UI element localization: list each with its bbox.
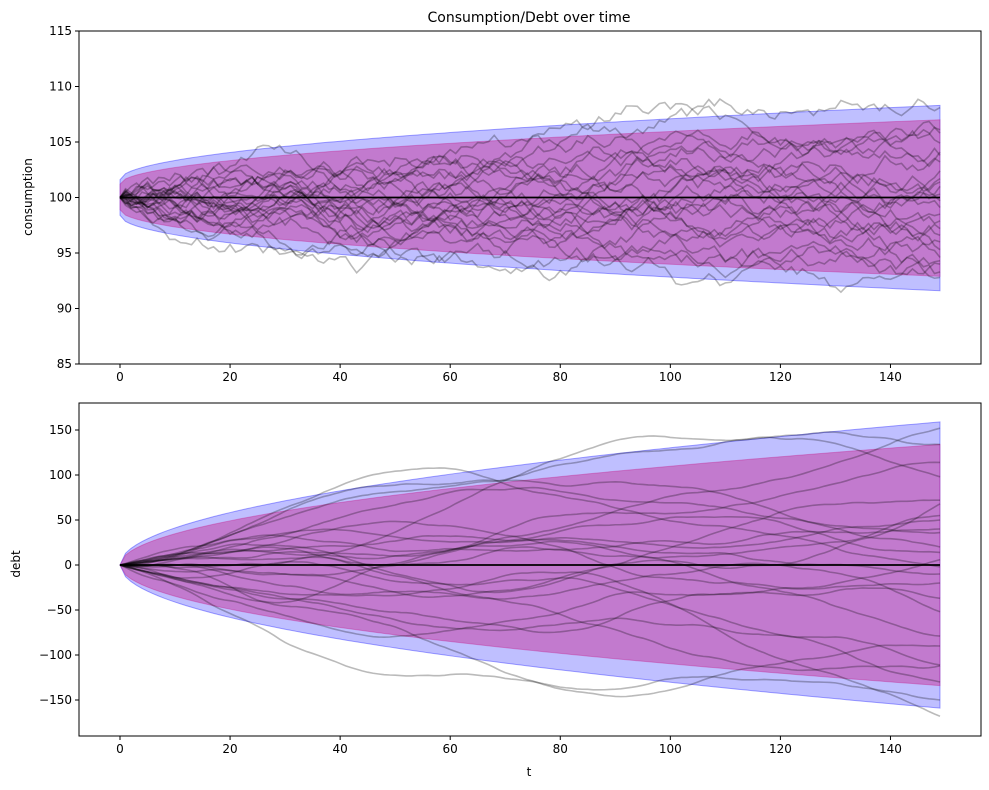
debt-sample-path: [119, 503, 941, 594]
consumption-plot-area: [119, 98, 941, 294]
consumption-y-tick-label: 110: [49, 80, 72, 94]
debt-y-tick-label: −50: [47, 603, 72, 617]
consumption-sample-path: [119, 158, 941, 238]
consumption-sample-path: [119, 127, 941, 219]
consumption-x-tick-label: 20: [222, 370, 237, 384]
consumption-sample-path: [119, 175, 941, 258]
consumption-sample-path: [119, 177, 941, 231]
debt-y-tick-label: 150: [49, 423, 72, 437]
debt-axes-frame: [78, 402, 982, 737]
debt-sample-path: [119, 528, 941, 566]
debt-sample-path: [119, 564, 941, 683]
debt-y-label: debt: [9, 550, 23, 578]
debt-sample-path: [119, 520, 941, 590]
consumption-chart: Consumption/Debt over time 0 20 40 60 80 100 1…: [21, 10, 982, 384]
debt-sample-path: [119, 564, 941, 717]
consumption-sample-path: [119, 169, 941, 249]
consumption-sample-path: [119, 98, 941, 211]
consumption-y-axis: 85 90 95 100 105 110 115: [49, 24, 79, 371]
consumption-x-tick-label: 140: [879, 370, 902, 384]
debt-sample-path: [119, 519, 941, 566]
consumption-sample-path: [119, 144, 941, 237]
debt-sample-path: [119, 467, 941, 568]
consumption-sample-path: [119, 192, 941, 239]
consumption-sample-path: [119, 150, 941, 232]
debt-sample-path: [119, 514, 941, 568]
consumption-sample-path: [119, 196, 941, 294]
debt-sample-path: [119, 564, 941, 701]
debt-sample-path: [119, 486, 941, 566]
consumption-x-tick-label: 100: [659, 370, 682, 384]
debt-x-tick-label: 40: [332, 742, 347, 756]
debt-sample-path: [119, 479, 941, 566]
consumption-axes-frame: [78, 30, 982, 365]
consumption-sample-path: [119, 101, 941, 223]
debt-x-tick-label: 80: [553, 742, 568, 756]
debt-sample-path: [119, 560, 941, 666]
consumption-x-tick-label: 120: [769, 370, 792, 384]
debt-y-tick-label: 50: [57, 513, 72, 527]
debt-chart: 0 20 40 60 80 100 120 140 −150−100−50050100150 …: [9, 402, 982, 779]
debt-sample-path: [119, 427, 941, 576]
debt-y-tick-label: −100: [39, 648, 72, 662]
debt-x-tick-label: 60: [443, 742, 458, 756]
consumption-y-tick-label: 90: [57, 302, 72, 316]
consumption-x-tick-label: 80: [553, 370, 568, 384]
debt-sample-path: [119, 540, 941, 637]
debt-sample-path: [119, 499, 941, 598]
consumption-x-tick-label: 40: [332, 370, 347, 384]
debt-x-tick-label: 20: [222, 742, 237, 756]
consumption-sample-path: [119, 119, 941, 202]
consumption-sample-path: [119, 164, 941, 248]
debt-sample-path: [119, 562, 941, 613]
debt-sample-path: [119, 564, 941, 638]
consumption-sample-path: [119, 120, 941, 215]
debt-x-label: t: [527, 765, 532, 779]
consumption-y-tick-label: 85: [57, 357, 72, 371]
debt-sample-path: [119, 546, 941, 672]
debt-plot-area: [119, 421, 941, 717]
debt-x-tick-label: 120: [769, 742, 792, 756]
consumption-sample-path: [119, 155, 941, 205]
consumption-x-tick-label: 0: [116, 370, 124, 384]
debt-sample-path: [119, 431, 941, 569]
debt-sample-path: [119, 461, 941, 566]
consumption-y-tick-label: 105: [49, 135, 72, 149]
debt-sample-path: [119, 436, 941, 566]
debt-y-tick-label: 0: [64, 558, 72, 572]
consumption-sample-path: [119, 126, 941, 222]
consumption-y-label: consumption: [21, 158, 35, 236]
debt-x-tick-label: 0: [116, 742, 124, 756]
consumption-y-tick-label: 115: [49, 24, 72, 38]
consumption-sample-path: [119, 192, 941, 282]
consumption-sample-path: [119, 162, 941, 255]
chart-title: Consumption/Debt over time: [428, 10, 631, 26]
consumption-sample-path: [119, 184, 941, 276]
consumption-sample-path: [119, 192, 941, 275]
debt-x-tick-label: 140: [879, 742, 902, 756]
debt-y-tick-label: −150: [39, 693, 72, 707]
consumption-x-tick-label: 60: [443, 370, 458, 384]
consumption-sample-path: [119, 130, 941, 218]
debt-sample-path: [119, 558, 941, 634]
consumption-y-tick-label: 100: [49, 191, 72, 205]
consumption-sample-path: [119, 172, 941, 279]
debt-y-tick-label: 100: [49, 468, 72, 482]
consumption-x-axis: 0 20 40 60 80 100 120 140: [116, 364, 902, 384]
consumption-sample-path: [119, 196, 941, 256]
debt-y-axis: −150 −100 −50 0 50 100 150: [39, 423, 79, 707]
debt-sample-path: [120, 563, 941, 698]
debt-x-axis: 0 20 40 60 80 100 120 140: [116, 736, 902, 756]
debt-x-tick-label: 100: [659, 742, 682, 756]
consumption-y-tick-label: 95: [57, 246, 72, 260]
debt-sample-path: [119, 515, 941, 604]
